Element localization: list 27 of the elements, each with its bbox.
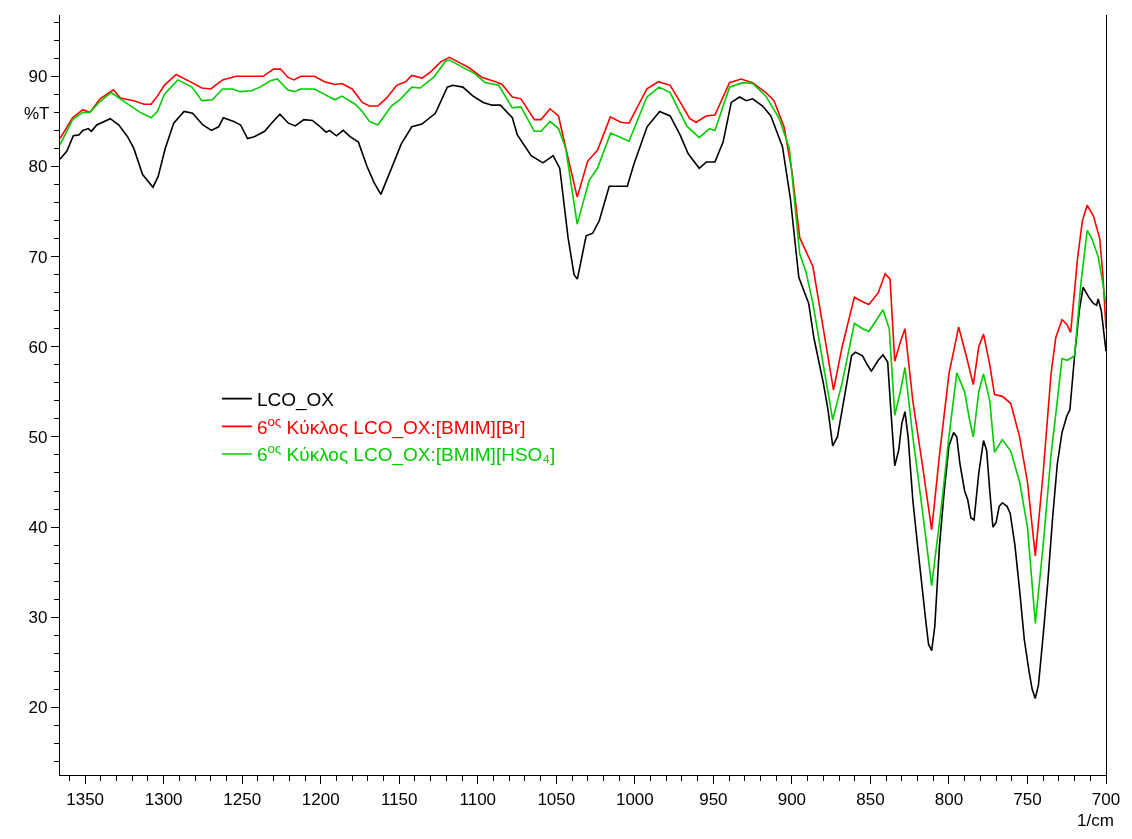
legend-label: 6$^{ος}$ Κύκλος LCO_OX:[BMIM][Br] — [256, 413, 526, 439]
legend-label: 6$^{ος}$ Κύκλος LCO_OX:[BMIM][HSO₄] — [256, 441, 556, 467]
x-tick-label: 850 — [856, 789, 885, 809]
legend-label: LCO_OX — [256, 389, 335, 412]
x-tick-label: 900 — [777, 789, 807, 809]
x-tick-label: 1350 — [66, 789, 105, 809]
y-tick-label: 70 — [28, 247, 48, 267]
y-tick-label: 20 — [28, 698, 48, 718]
y-tick-label: 30 — [28, 608, 48, 628]
y-axis-title: %T — [24, 104, 50, 123]
x-tick-label: 1100 — [459, 789, 497, 809]
y-tick-label: 90 — [28, 67, 48, 87]
x-tick-label: 1050 — [537, 789, 576, 809]
x-tick-label: 1200 — [301, 789, 340, 809]
y-tick-label: 50 — [28, 427, 48, 447]
x-tick-label: 1000 — [615, 789, 654, 809]
x-tick-label: 1150 — [380, 789, 418, 809]
x-tick-label: 1250 — [223, 789, 262, 809]
x-tick-label: 750 — [1013, 789, 1042, 809]
x-tick-label: 1300 — [144, 789, 183, 809]
y-tick-label: 40 — [28, 518, 48, 538]
y-tick-label: 60 — [28, 337, 48, 357]
x-tick-label: 700 — [1091, 789, 1121, 809]
x-axis-title: 1/cm — [1077, 811, 1114, 830]
x-tick-label: 800 — [934, 789, 964, 809]
x-tick-label: 950 — [699, 789, 728, 809]
y-tick-label: 80 — [28, 157, 48, 177]
